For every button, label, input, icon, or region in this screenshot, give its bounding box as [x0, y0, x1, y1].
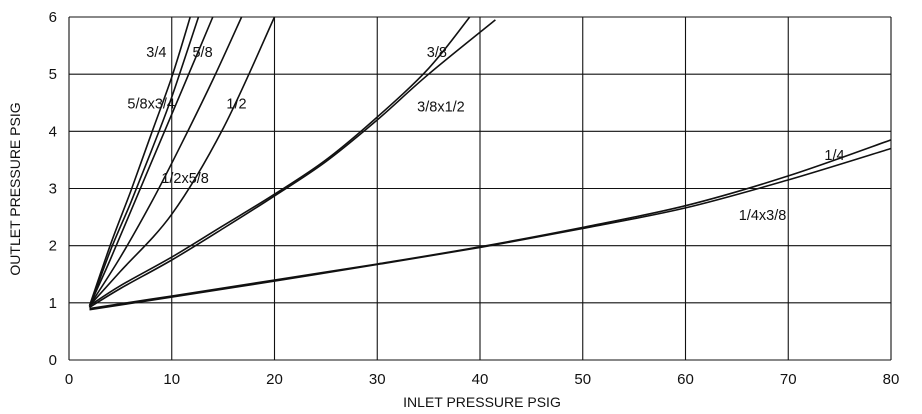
series-line-0 [89, 139, 892, 310]
series-line-1 [89, 147, 892, 311]
curve-label: 3/8 [427, 45, 447, 61]
y-tick-labels: 0 1 2 3 4 5 6 [49, 9, 57, 369]
x-tick-label: 60 [677, 371, 694, 388]
series-line-5 [88, 16, 243, 307]
curve-label: 1/2x5/8 [161, 171, 209, 187]
y-axis-title: OUTLET PRESSURE PSIG [7, 102, 23, 275]
curves [88, 16, 892, 311]
x-tick-label: 50 [574, 371, 591, 388]
curve-label: 1/2 [226, 96, 246, 112]
x-tick-labels: 0 10 20 30 40 50 60 70 80 [65, 371, 900, 388]
y-tick-label: 6 [49, 9, 57, 26]
series-line-2 [89, 16, 471, 307]
curve-label: 5/8x3/4 [127, 96, 175, 112]
curve-label: 5/8 [192, 45, 212, 61]
x-tick-label: 30 [369, 371, 386, 388]
y-tick-label: 0 [49, 352, 57, 369]
x-tick-label: 40 [472, 371, 489, 388]
series-line-6 [88, 16, 214, 307]
curve-label: 1/4x3/8 [739, 208, 787, 224]
x-tick-label: 10 [163, 371, 180, 388]
series-line-3 [89, 19, 496, 309]
y-tick-label: 2 [49, 238, 57, 255]
x-tick-label: 70 [780, 371, 797, 388]
x-tick-label: 80 [883, 371, 900, 388]
curve-labels: 3/4 5/8 5/8x3/4 1/2 1/2x5/8 3/8 3/8x1/2 1/4 1/4x… [127, 45, 844, 224]
y-tick-label: 4 [49, 123, 57, 140]
y-tick-label: 5 [49, 66, 57, 83]
y-tick-label: 1 [49, 295, 57, 312]
grid [68, 16, 892, 361]
curve-label: 3/8x1/2 [417, 99, 465, 115]
y-tick-label: 3 [49, 181, 57, 198]
x-tick-label: 20 [266, 371, 283, 388]
curve-label: 3/4 [146, 45, 166, 61]
x-tick-label: 0 [65, 371, 73, 388]
series-line-4 [88, 16, 276, 307]
series-line-7 [88, 16, 200, 308]
series-line-8 [88, 16, 191, 306]
x-axis-title: INLET PRESSURE PSIG [403, 394, 561, 410]
curve-label: 1/4 [824, 148, 844, 164]
